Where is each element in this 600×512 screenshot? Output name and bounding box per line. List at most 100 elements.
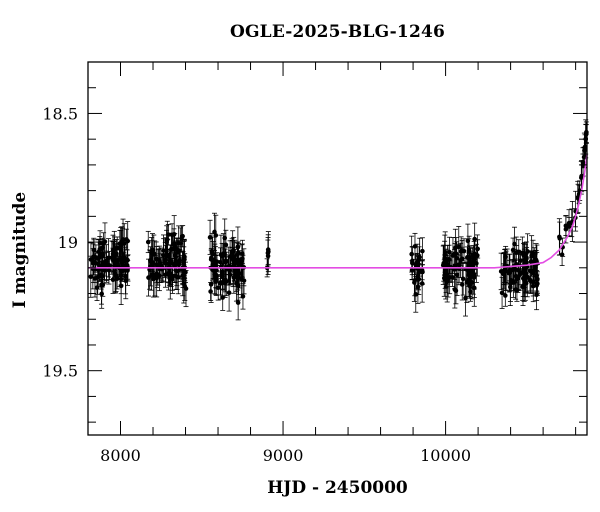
x-tick-label: 10000: [420, 446, 471, 465]
data-point: [468, 289, 473, 295]
data-point: [456, 244, 462, 250]
data-point: [469, 280, 475, 285]
data-point: [522, 252, 528, 257]
data-point: [150, 260, 155, 266]
data-point: [120, 255, 126, 261]
data-point: [235, 300, 241, 305]
data-point: [124, 237, 129, 242]
data-point: [207, 235, 213, 240]
data-point: [442, 249, 448, 255]
data-point: [503, 268, 509, 274]
data-point: [177, 258, 183, 264]
data-point: [557, 236, 563, 241]
data-point: [96, 267, 101, 273]
data-point: [239, 258, 245, 264]
data-point: [511, 280, 516, 285]
data-point: [559, 252, 565, 257]
plot-frame: [87, 61, 588, 436]
data-point: [166, 232, 171, 237]
data-point: [106, 255, 111, 261]
data-point: [173, 258, 179, 263]
y-tick-label: 18.5: [42, 104, 78, 123]
data-point: [412, 244, 418, 249]
data-point: [527, 268, 533, 274]
data-point: [209, 249, 215, 254]
data-point: [461, 248, 467, 254]
data-point: [154, 262, 159, 267]
data-point: [213, 233, 219, 238]
model-curve: [88, 154, 588, 269]
y-tick-label: 19.5: [42, 362, 78, 381]
data-point: [420, 248, 425, 254]
data-point: [112, 258, 117, 263]
data-point: [171, 231, 177, 237]
data-point: [465, 268, 471, 273]
data-point: [90, 260, 96, 266]
data-point: [534, 283, 539, 288]
data-point: [452, 251, 458, 257]
data-point: [220, 273, 225, 279]
data-point: [110, 277, 116, 283]
data-point: [499, 290, 505, 296]
data-point: [102, 268, 107, 273]
axis-layer: 8000 9000 10000 18.5 19 19.5: [42, 62, 587, 465]
data-point: [117, 257, 122, 262]
data-point: [416, 268, 422, 273]
data-point: [215, 285, 221, 291]
data-point: [208, 289, 213, 294]
data-point: [265, 253, 271, 259]
data-point: [409, 251, 414, 257]
data-point: [222, 235, 228, 241]
data-point: [176, 240, 181, 246]
data-point: [503, 293, 508, 298]
data-point: [181, 260, 187, 265]
data-point: [163, 272, 168, 278]
data-point: [465, 238, 471, 244]
data-point: [123, 274, 128, 279]
data-point: [99, 254, 104, 259]
data-point: [124, 263, 130, 268]
data-point: [88, 274, 94, 280]
data-point: [459, 282, 465, 287]
data-point: [164, 239, 169, 245]
data-point: [441, 275, 447, 281]
x-tick-label: 8000: [100, 446, 141, 465]
data-point: [235, 257, 241, 263]
data-point: [472, 251, 478, 257]
data-point: [102, 239, 108, 244]
data-point: [454, 272, 460, 278]
y-tick-label: 19: [58, 233, 78, 252]
data-point: [413, 292, 419, 297]
data-point: [475, 246, 480, 252]
data-point: [443, 271, 449, 277]
data-point: [208, 282, 214, 287]
data-point: [508, 284, 513, 290]
data-layer: [88, 119, 589, 321]
data-point: [145, 239, 151, 245]
data-point: [521, 284, 527, 290]
model-layer: [88, 154, 588, 269]
data-point: [182, 284, 188, 289]
data-point: [414, 259, 420, 265]
x-axis-label: HJD - 2450000: [267, 478, 408, 498]
data-point: [522, 257, 527, 263]
data-point: [237, 271, 243, 276]
data-point: [151, 276, 156, 282]
data-point: [99, 273, 105, 279]
data-point: [513, 273, 519, 279]
data-point: [93, 255, 99, 260]
data-point: [513, 250, 519, 256]
data-point: [517, 269, 523, 275]
x-tick-label: 9000: [263, 446, 304, 465]
data-point: [230, 248, 235, 254]
data-point: [231, 254, 236, 259]
data-point: [447, 274, 452, 280]
data-point: [167, 273, 172, 279]
data-point: [530, 250, 536, 256]
data-point: [218, 280, 223, 285]
data-point: [415, 284, 421, 289]
data-point: [161, 252, 166, 258]
data-point: [226, 290, 232, 296]
data-point: [219, 253, 225, 259]
